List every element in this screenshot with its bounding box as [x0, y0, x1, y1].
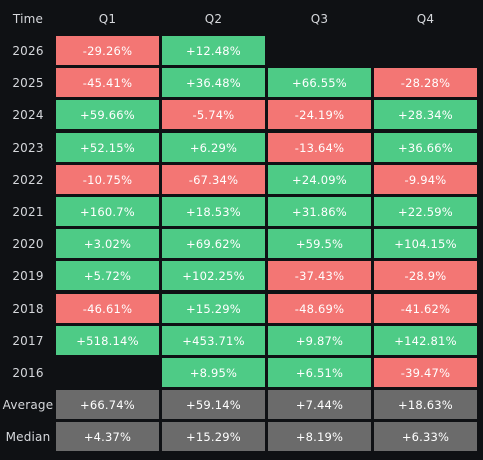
cell-median-q1: +4.37% — [56, 422, 159, 451]
row-label-2023: 2023 — [12, 140, 44, 155]
cell-2026-q1: -29.26% — [56, 36, 159, 65]
cell-2019-q1: +5.72% — [56, 261, 159, 290]
cell-median-q3: +8.19% — [268, 422, 371, 451]
cell-2017-q2: +453.71% — [162, 326, 265, 355]
cell-2024-q4: +28.34% — [374, 100, 477, 129]
row-label-2020: 2020 — [12, 236, 44, 251]
cell-2023-q4: +36.66% — [374, 133, 477, 162]
row-label-2016: 2016 — [12, 365, 44, 380]
cell-2020-q1: +3.02% — [56, 229, 159, 258]
cell-2022-q4: -9.94% — [374, 165, 477, 194]
cell-2020-q3: +59.5% — [268, 229, 371, 258]
cell-2021-q1: +160.7% — [56, 197, 159, 226]
cell-2018-q3: -48.69% — [268, 294, 371, 323]
cell-2024-q2: -5.74% — [162, 100, 265, 129]
cell-2020-q2: +69.62% — [162, 229, 265, 258]
cell-average-q1: +66.74% — [56, 390, 159, 419]
cell-2025-q3: +66.55% — [268, 68, 371, 97]
column-header-q1: Q1 — [98, 12, 117, 26]
cell-2023-q1: +52.15% — [56, 133, 159, 162]
cell-2024-q1: +59.66% — [56, 100, 159, 129]
cell-average-q4: +18.63% — [374, 390, 477, 419]
cell-2016-q3: +6.51% — [268, 358, 371, 387]
cell-2022-q1: -10.75% — [56, 165, 159, 194]
cell-average-q3: +7.44% — [268, 390, 371, 419]
cell-2016-q2: +8.95% — [162, 358, 265, 387]
cell-2025-q4: -28.28% — [374, 68, 477, 97]
column-header-q3: Q3 — [310, 12, 329, 26]
cell-2017-q1: +518.14% — [56, 326, 159, 355]
row-label-2026: 2026 — [12, 43, 44, 58]
cell-2025-q1: -45.41% — [56, 68, 159, 97]
column-header-q2: Q2 — [204, 12, 223, 26]
cell-median-q4: +6.33% — [374, 422, 477, 451]
cell-2026-q2: +12.48% — [162, 36, 265, 65]
cell-average-q2: +59.14% — [162, 390, 265, 419]
row-label-2018: 2018 — [12, 301, 44, 316]
cell-2019-q2: +102.25% — [162, 261, 265, 290]
cell-2018-q1: -46.61% — [56, 294, 159, 323]
cell-2022-q3: +24.09% — [268, 165, 371, 194]
corner-label: Time — [12, 12, 44, 26]
cell-2019-q3: -37.43% — [268, 261, 371, 290]
row-label-2022: 2022 — [12, 172, 44, 187]
cell-2016-q4: -39.47% — [374, 358, 477, 387]
cell-2025-q2: +36.48% — [162, 68, 265, 97]
cell-2023-q3: -13.64% — [268, 133, 371, 162]
row-label-2025: 2025 — [12, 75, 44, 90]
cell-2018-q4: -41.62% — [374, 294, 477, 323]
cell-2022-q2: -67.34% — [162, 165, 265, 194]
cell-2024-q3: -24.19% — [268, 100, 371, 129]
cell-2023-q2: +6.29% — [162, 133, 265, 162]
row-label-2019: 2019 — [12, 268, 44, 283]
cell-2021-q3: +31.86% — [268, 197, 371, 226]
cell-2018-q2: +15.29% — [162, 294, 265, 323]
cell-2020-q4: +104.15% — [374, 229, 477, 258]
row-label-2024: 2024 — [12, 107, 44, 122]
cell-2017-q3: +9.87% — [268, 326, 371, 355]
cell-2021-q4: +22.59% — [374, 197, 477, 226]
column-header-q4: Q4 — [416, 12, 435, 26]
cell-median-q2: +15.29% — [162, 422, 265, 451]
cell-2019-q4: -28.9% — [374, 261, 477, 290]
row-label-2021: 2021 — [12, 204, 44, 219]
row-label-median: Median — [5, 429, 51, 444]
row-label-average: Average — [2, 397, 54, 412]
cell-2021-q2: +18.53% — [162, 197, 265, 226]
row-label-2017: 2017 — [12, 333, 44, 348]
cell-2017-q4: +142.81% — [374, 326, 477, 355]
